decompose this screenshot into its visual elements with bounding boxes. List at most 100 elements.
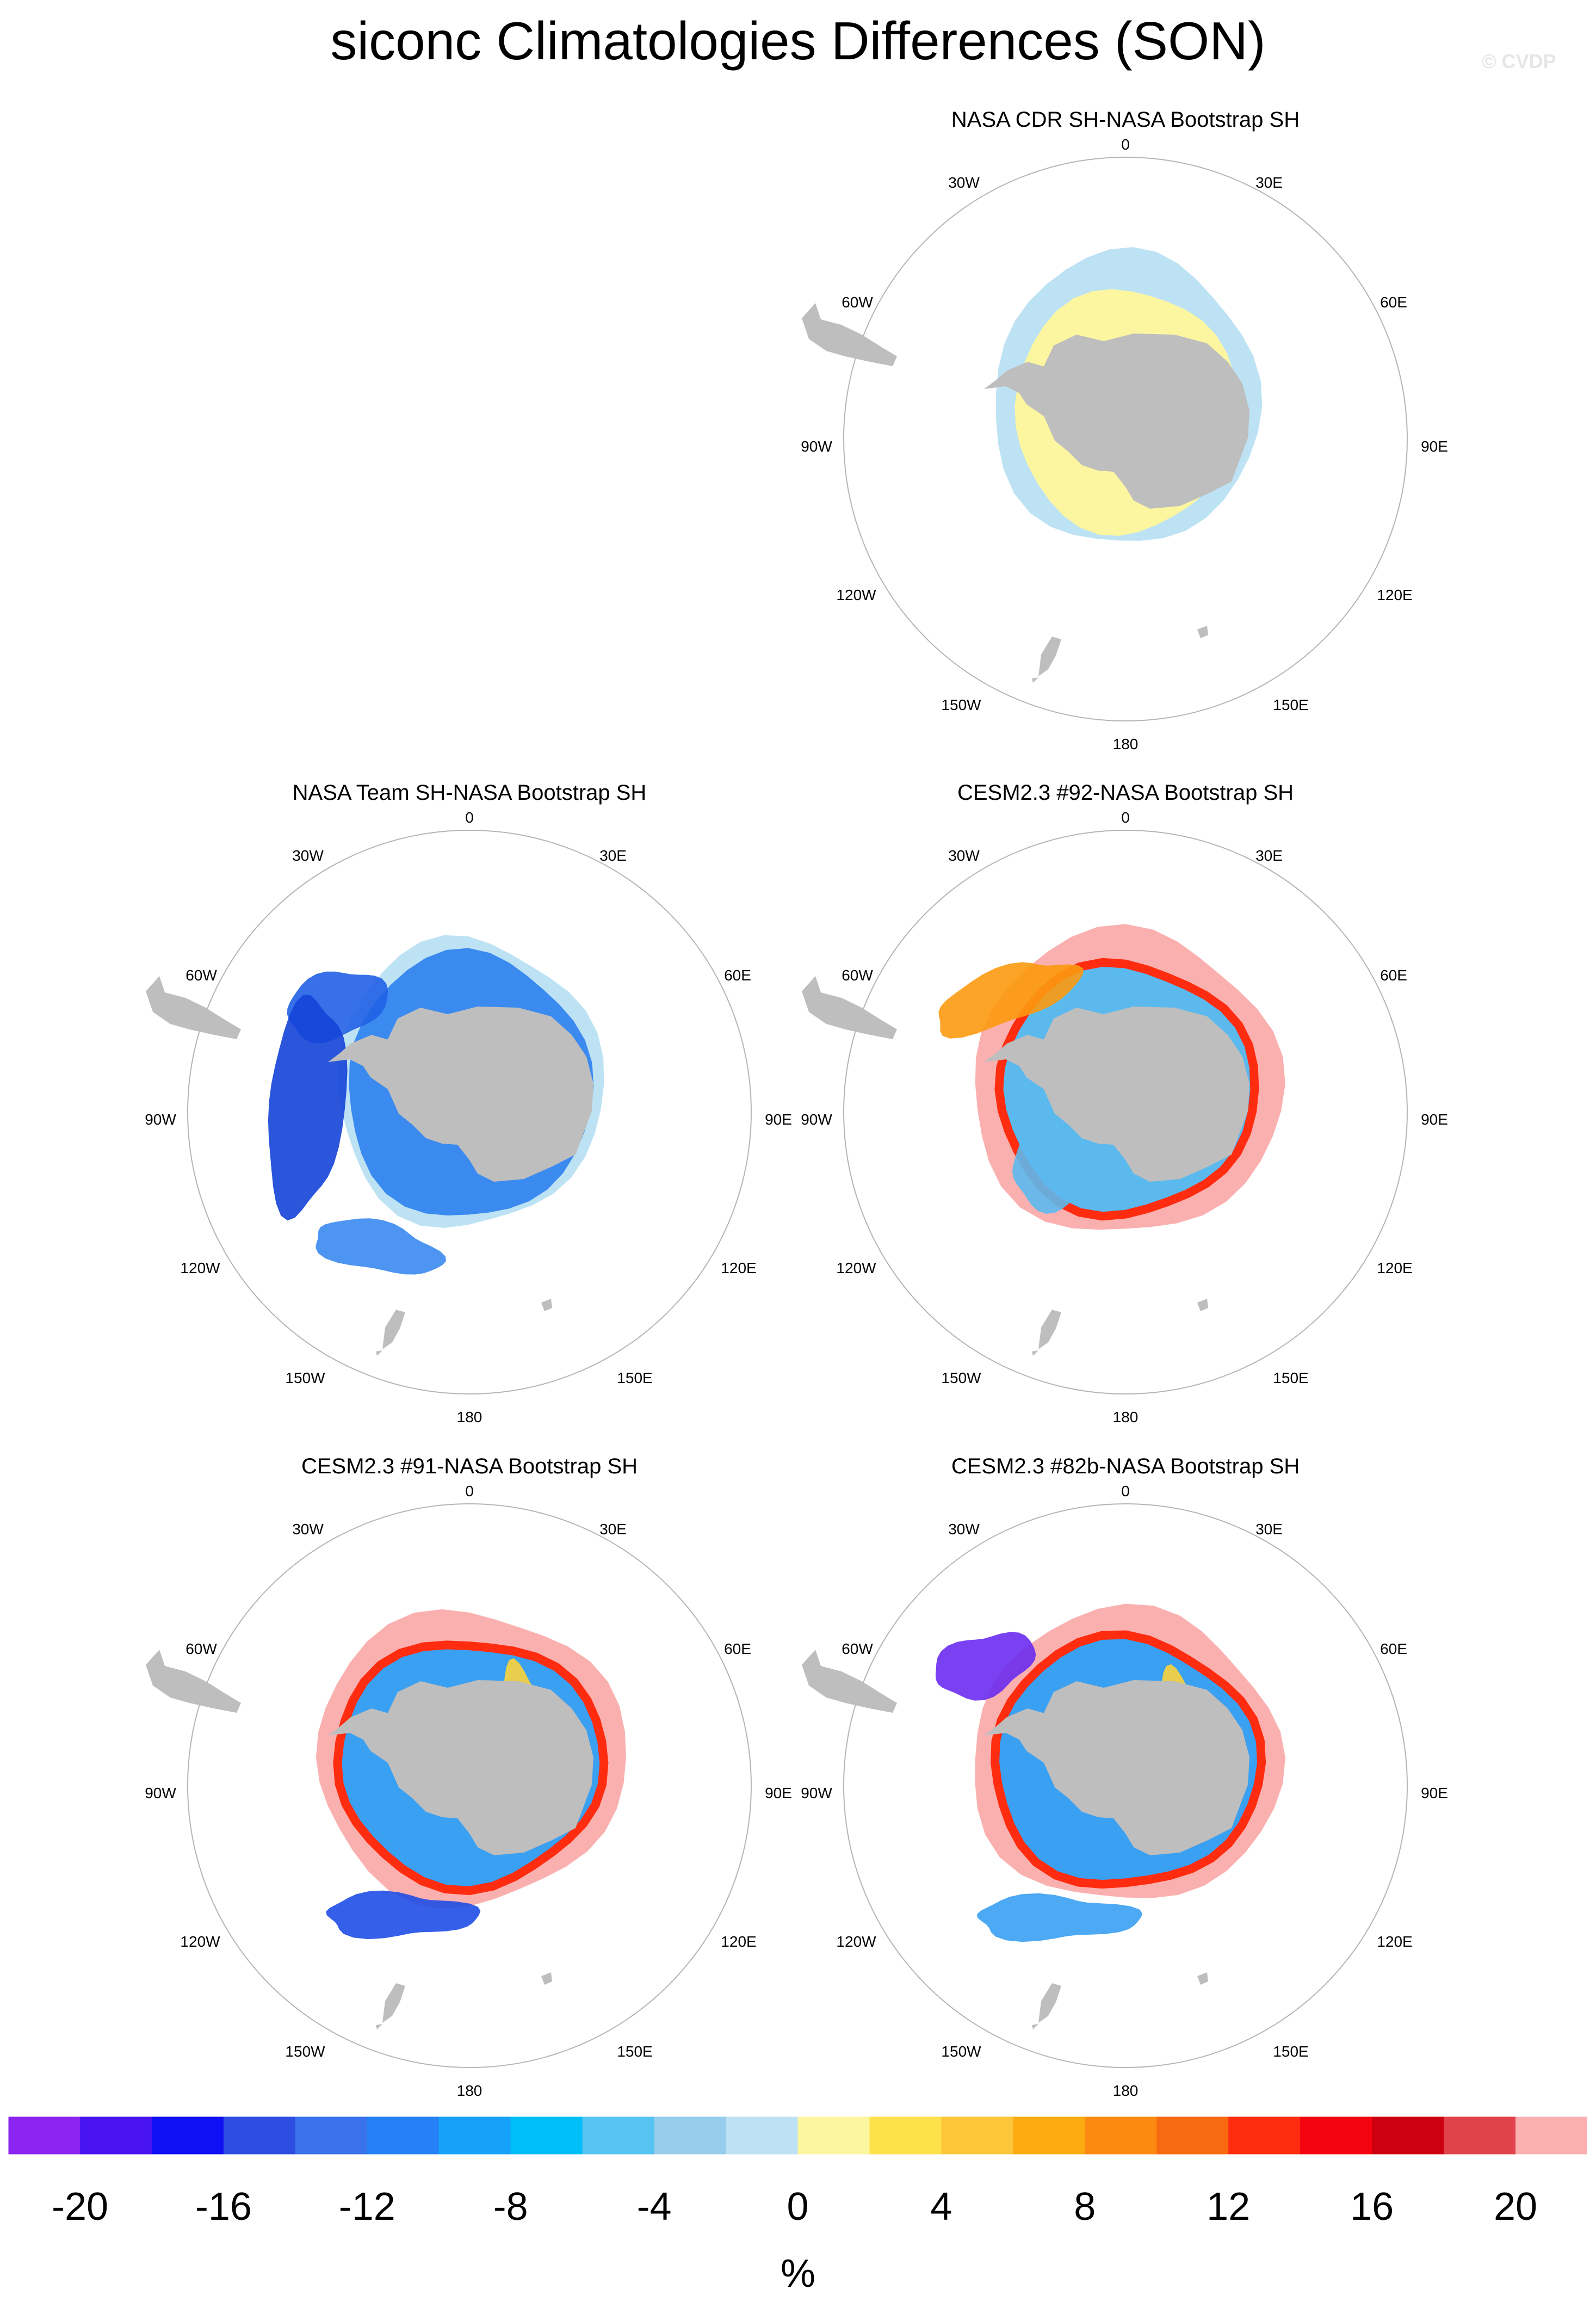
longitude-label: 90W — [145, 1785, 176, 1801]
colorbar-box — [654, 2116, 727, 2155]
colorbar: -20 -16 -12 -8 -4 0 4 8 12 16 20 — [8, 2116, 1588, 2229]
longitude-label: 30E — [599, 847, 627, 864]
longitude-label: 90W — [801, 1111, 832, 1128]
longitude-label: 150W — [285, 2043, 325, 2060]
longitude-label: 30W — [292, 1521, 324, 1538]
longitude-label: 180 — [457, 2082, 482, 2099]
longitude-label: 120W — [836, 1933, 876, 1950]
longitude-label: 90E — [765, 1785, 792, 1801]
field-edge-anomaly — [991, 1630, 1266, 1889]
longitude-label: 60W — [842, 294, 873, 311]
antarctic-peninsula — [328, 1035, 391, 1067]
longitude-label: 90E — [1421, 1785, 1448, 1801]
south-america-tip — [146, 976, 241, 1039]
antarctica-landmass — [1017, 1680, 1249, 1855]
tasmania — [1197, 626, 1208, 638]
colorbar-box — [223, 2116, 296, 2155]
tasmania — [541, 1299, 552, 1311]
panel-cesm-82b: CESM2.3 #82b-NASA Bootstrap SH 0 30E 60E 90… — [750, 1453, 1501, 2116]
longitude-label: 30W — [948, 174, 980, 191]
longitude-label: 60E — [1380, 967, 1407, 984]
colorbar-box — [1300, 2116, 1372, 2155]
south-america-tip — [802, 976, 897, 1039]
colorbar-box — [1156, 2116, 1229, 2155]
colorbar-box — [1013, 2116, 1085, 2155]
colorbar-tick-label: -8 — [493, 2185, 528, 2229]
south-america-tip — [146, 1650, 241, 1713]
panel-cesm-92: CESM2.3 #92-NASA Bootstrap SH 0 30E 60E 90E… — [750, 779, 1501, 1443]
new-zealand — [1038, 1983, 1061, 2023]
longitude-label: 30E — [1255, 1521, 1283, 1538]
longitude-label: 120E — [1377, 1933, 1412, 1950]
field-anomaly-patch — [938, 962, 1084, 1039]
longitude-label: 0 — [1121, 1483, 1130, 1499]
colorbar-tick-label: -12 — [339, 2185, 395, 2229]
longitude-label: 90E — [1421, 438, 1448, 455]
new-zealand — [1038, 637, 1061, 676]
field-anomaly-patch — [268, 995, 348, 1221]
panel-title: CESM2.3 #82b-NASA Bootstrap SH — [951, 1454, 1300, 1478]
panel-nasa-team: NASA Team SH-NASA Bootstrap SH 0 30E 60E 90… — [94, 779, 845, 1443]
colorbar-box — [1444, 2116, 1516, 2155]
longitude-label: 60W — [842, 967, 873, 984]
new-zealand-islet — [376, 2024, 382, 2029]
longitude-label: 120E — [1377, 1260, 1412, 1276]
tasmania — [541, 1972, 552, 1985]
field-anomaly-patch — [316, 1218, 446, 1275]
polar-map: 0 30E 60E 90E 120E 150E 180 150W 120W 90W 60W 30W — [801, 136, 1448, 752]
new-zealand — [1038, 1310, 1061, 1349]
colorbar-tick-label: 8 — [1074, 2185, 1096, 2229]
field-anomaly-patch — [1012, 1132, 1099, 1214]
longitude-label: 30W — [948, 1521, 980, 1538]
polar-map: 0 30E 60E 90E 120E 150E 180 150W 120W 90W 60W 30W — [145, 1483, 792, 2099]
longitude-label: 0 — [465, 1483, 474, 1499]
panel-title: NASA Team SH-NASA Bootstrap SH — [292, 781, 647, 805]
colorbar-box — [726, 2116, 798, 2155]
colorbar-tick-label: 0 — [787, 2185, 808, 2229]
colorbar-box — [367, 2116, 440, 2155]
polar-map: 0 30E 60E 90E 120E 150E 180 150W 120W 90W 60W 30W — [801, 809, 1448, 1425]
longitude-label: 120E — [721, 1933, 756, 1950]
new-zealand — [382, 1310, 405, 1349]
longitude-label: 120E — [1377, 587, 1412, 603]
polar-map: 0 30E 60E 90E 120E 150E 180 150W 120W 90W 60W 30W — [145, 809, 792, 1425]
field-edge-anomaly — [994, 958, 1259, 1221]
panel-title: NASA CDR SH-NASA Bootstrap SH — [951, 108, 1300, 132]
colorbar-box — [510, 2116, 583, 2155]
longitude-label: 150E — [1273, 2043, 1308, 2060]
longitude-label: 30W — [948, 847, 980, 864]
antarctica-landmass — [1017, 1007, 1249, 1182]
field-anomaly-patch — [935, 1632, 1036, 1701]
colorbar-tick-label: 16 — [1350, 2185, 1394, 2229]
south-america-tip — [802, 1650, 897, 1713]
colorbar-box — [438, 2116, 511, 2155]
new-zealand-islet — [1032, 1350, 1038, 1356]
colorbar-box — [151, 2116, 224, 2155]
antarctic-peninsula — [984, 1708, 1047, 1741]
longitude-label: 180 — [1113, 736, 1139, 752]
longitude-label: 0 — [465, 809, 474, 826]
longitude-label: 30E — [1255, 847, 1283, 864]
longitude-label: 120W — [180, 1260, 220, 1276]
polar-map: 0 30E 60E 90E 120E 150E 180 150W 120W 90W 60W 30W — [801, 1483, 1448, 2099]
new-zealand-islet — [1032, 2024, 1038, 2029]
longitude-label: 30E — [599, 1521, 627, 1538]
colorbar-box — [869, 2116, 942, 2155]
colorbar-tick-label: -4 — [637, 2185, 672, 2229]
panel-title: CESM2.3 #91-NASA Bootstrap SH — [301, 1454, 638, 1478]
longitude-label: 180 — [1113, 1409, 1139, 1425]
longitude-label: 60E — [724, 967, 751, 984]
colorbar-tick-label: -20 — [52, 2185, 108, 2229]
longitude-label: 90W — [145, 1111, 176, 1128]
field-anomaly-patch — [326, 1890, 481, 1940]
new-zealand — [382, 1983, 405, 2023]
colorbar-tick-label: 4 — [930, 2185, 952, 2229]
colorbar-box — [80, 2116, 152, 2155]
antarctica-landmass — [1017, 334, 1249, 509]
antarctica-landmass — [361, 1680, 593, 1855]
longitude-label: 0 — [1121, 809, 1130, 826]
tasmania — [1197, 1299, 1208, 1311]
longitude-label: 90E — [765, 1111, 792, 1128]
watermark: © CVDP — [1482, 50, 1556, 72]
colorbar-frame — [8, 2116, 1588, 2155]
